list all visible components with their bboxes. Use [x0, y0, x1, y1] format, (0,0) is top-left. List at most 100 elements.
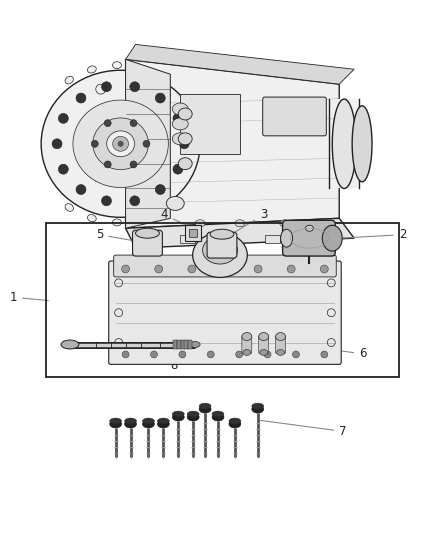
Bar [177, 340, 181, 350]
Ellipse shape [73, 100, 168, 188]
Bar [220, 235, 235, 243]
Ellipse shape [260, 350, 268, 356]
Ellipse shape [138, 64, 147, 71]
Ellipse shape [142, 418, 155, 424]
Ellipse shape [212, 413, 224, 421]
Ellipse shape [204, 151, 211, 160]
Ellipse shape [110, 418, 122, 424]
Ellipse shape [113, 62, 121, 69]
Text: 6: 6 [283, 343, 367, 360]
Text: 7: 7 [261, 421, 347, 438]
Ellipse shape [235, 220, 245, 227]
Bar [265, 235, 279, 243]
Ellipse shape [190, 342, 200, 348]
Ellipse shape [187, 413, 199, 421]
Circle shape [130, 82, 140, 92]
Circle shape [287, 265, 295, 273]
Ellipse shape [41, 70, 200, 217]
Ellipse shape [157, 418, 170, 424]
Ellipse shape [204, 128, 211, 137]
FancyBboxPatch shape [109, 261, 341, 365]
Ellipse shape [314, 220, 324, 227]
Polygon shape [126, 44, 354, 84]
Circle shape [254, 265, 262, 273]
Circle shape [130, 161, 137, 168]
Ellipse shape [193, 233, 247, 278]
Text: 4: 4 [160, 208, 191, 227]
Ellipse shape [138, 216, 147, 223]
Circle shape [236, 351, 243, 358]
Ellipse shape [172, 411, 184, 417]
Text: 1: 1 [9, 291, 48, 304]
Ellipse shape [124, 420, 137, 428]
Circle shape [58, 164, 68, 174]
Circle shape [179, 139, 189, 149]
Bar [181, 340, 185, 350]
Circle shape [264, 351, 271, 358]
Ellipse shape [259, 333, 268, 341]
Circle shape [118, 141, 124, 147]
Ellipse shape [88, 214, 96, 222]
Circle shape [102, 82, 111, 92]
Circle shape [91, 140, 98, 147]
Circle shape [173, 164, 183, 174]
Ellipse shape [182, 87, 190, 95]
Circle shape [76, 93, 86, 103]
Ellipse shape [107, 131, 134, 157]
Ellipse shape [166, 197, 184, 211]
Ellipse shape [65, 76, 74, 84]
Ellipse shape [135, 228, 159, 238]
Bar [329, 99, 359, 189]
Ellipse shape [142, 420, 155, 428]
Ellipse shape [352, 106, 372, 182]
Circle shape [155, 93, 165, 103]
Ellipse shape [276, 333, 286, 341]
Ellipse shape [93, 118, 148, 169]
Ellipse shape [229, 418, 241, 424]
Circle shape [76, 184, 86, 195]
Ellipse shape [172, 103, 188, 115]
Circle shape [179, 351, 186, 358]
Text: 8: 8 [170, 352, 178, 373]
FancyBboxPatch shape [276, 336, 286, 353]
Ellipse shape [172, 118, 188, 130]
Circle shape [104, 161, 111, 168]
Circle shape [321, 351, 328, 358]
Ellipse shape [322, 225, 342, 251]
Polygon shape [180, 94, 240, 154]
FancyBboxPatch shape [114, 255, 336, 277]
Ellipse shape [212, 411, 224, 417]
Circle shape [293, 351, 300, 358]
Ellipse shape [279, 220, 290, 227]
Ellipse shape [252, 403, 264, 409]
FancyBboxPatch shape [242, 336, 252, 353]
Ellipse shape [196, 173, 203, 182]
Circle shape [320, 265, 328, 273]
Bar [188, 340, 192, 350]
Ellipse shape [172, 413, 184, 421]
Ellipse shape [229, 420, 241, 428]
Ellipse shape [110, 420, 122, 428]
Circle shape [221, 265, 229, 273]
Circle shape [173, 114, 183, 123]
Ellipse shape [182, 192, 190, 200]
Bar [46, 223, 399, 377]
Circle shape [102, 196, 111, 206]
Ellipse shape [196, 106, 203, 115]
Ellipse shape [61, 340, 79, 349]
Ellipse shape [187, 411, 199, 417]
Circle shape [143, 140, 150, 147]
FancyBboxPatch shape [263, 97, 326, 136]
Ellipse shape [88, 66, 96, 73]
Circle shape [130, 196, 140, 206]
Ellipse shape [124, 418, 137, 424]
Bar [185, 225, 201, 241]
Circle shape [58, 114, 68, 123]
Ellipse shape [203, 236, 237, 264]
Circle shape [155, 265, 162, 273]
Bar [180, 235, 195, 243]
Ellipse shape [178, 108, 192, 120]
Ellipse shape [162, 207, 170, 215]
Circle shape [207, 351, 214, 358]
Ellipse shape [65, 204, 74, 211]
